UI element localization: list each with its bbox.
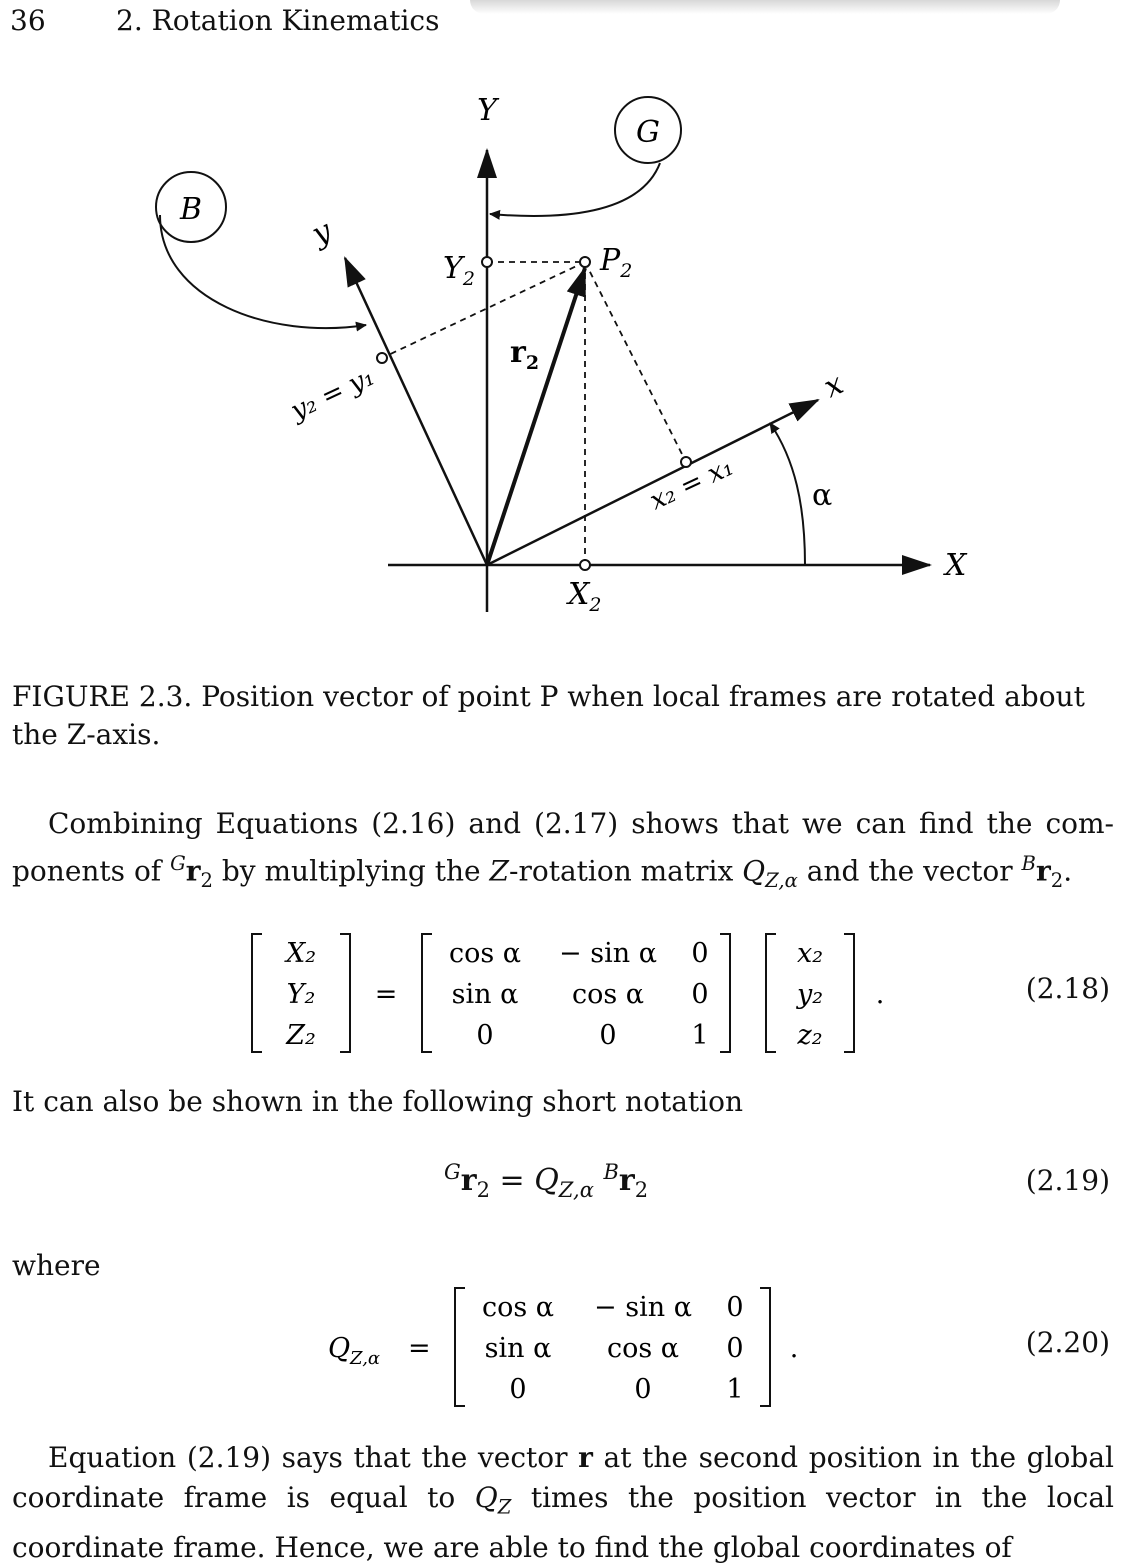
label-y2-equals-y1: y₂ = y₁ — [285, 362, 379, 427]
body-frame-badge — [155, 171, 227, 243]
eq220-m00: cos α — [482, 1292, 554, 1323]
eq220-period: . — [790, 1333, 799, 1364]
eq220-m01: − sin α — [594, 1292, 692, 1323]
equation-number-2-20: (2.20) — [1025, 1326, 1110, 1359]
projection-points — [376, 256, 692, 571]
eq218-m01: − sin α — [559, 938, 657, 969]
eq218-m21: 0 — [599, 1020, 616, 1051]
eq218-m22: 1 — [691, 1020, 708, 1051]
eq218-m10: sin α — [452, 979, 519, 1010]
eq220-Q: Q — [328, 1333, 350, 1364]
eq218-m11: cos α — [572, 979, 644, 1010]
eq218-rhs-1: y₂ — [796, 979, 823, 1010]
eq220-m21: 0 — [634, 1374, 651, 1405]
page-edge-shadow — [470, 0, 1060, 14]
equation-2-20: Q Z,α = cos α − sin α 0 sin α cos α 0 0 … — [328, 1287, 799, 1407]
local-y-axis — [343, 256, 489, 566]
equation-2-18: X₂ Y₂ Z₂ = cos α − sin α 0 sin α cos α 0… — [251, 933, 885, 1053]
label-x: x — [819, 366, 849, 405]
rotation-figure: Y X G B y x P2 Y2 X2 r2 y₂ = y₁ x₂ = x₁ … — [155, 93, 968, 616]
eq218-m02: 0 — [691, 938, 708, 969]
body-frame-arrow — [159, 214, 367, 332]
label-X: X — [943, 548, 968, 583]
eq218-rhs-2: z₂ — [796, 1020, 822, 1051]
alpha-arc — [769, 422, 806, 566]
eq218-lhs-2: Z₂ — [285, 1020, 316, 1051]
position-vector-r2 — [485, 266, 587, 566]
paragraph-3: Equation (2.19) says that the vector r a… — [12, 1441, 1114, 1564]
where-text: where — [12, 1249, 101, 1282]
eq220-m20: 0 — [509, 1374, 526, 1405]
label-X2: X2 — [566, 577, 601, 616]
label-Y: Y — [477, 93, 500, 128]
paragraph-1: Combining Equations (2.16) and (2.17) sh… — [12, 807, 1114, 892]
eq218-equals: = — [375, 979, 398, 1010]
eq218-lhs-1: Y₂ — [287, 979, 316, 1010]
eq220-m11: cos α — [607, 1333, 679, 1364]
label-r2: r2 — [510, 335, 539, 374]
label-alpha: α — [812, 478, 832, 513]
local-x-axis — [486, 398, 820, 567]
eq218-lhs-0: X₂ — [284, 938, 316, 969]
label-Y2: Y2 — [443, 251, 475, 290]
eq218-m12: 0 — [691, 979, 708, 1010]
label-P2: P2 — [599, 243, 632, 282]
eq220-m22: 1 — [726, 1374, 743, 1405]
eq220-m02: 0 — [726, 1292, 743, 1323]
label-y: y — [305, 213, 338, 253]
eq218-m20: 0 — [476, 1020, 493, 1051]
equation-number-2-19: (2.19) — [1025, 1164, 1110, 1197]
eq220-m12: 0 — [726, 1333, 743, 1364]
figure-caption: FIGURE 2.3. Position vector of point P w… — [12, 680, 1085, 751]
label-G: G — [636, 115, 660, 150]
eq218-period: . — [876, 979, 885, 1010]
running-header: 2. Rotation Kinematics — [116, 4, 440, 37]
eq220-Q-sub: Z,α — [349, 1348, 380, 1369]
eq218-m00: cos α — [449, 938, 521, 969]
global-frame-badge — [614, 96, 682, 164]
paragraph-2: It can also be shown in the following sh… — [12, 1085, 743, 1118]
eq218-rhs-0: x₂ — [797, 938, 823, 969]
global-frame-arrow — [489, 162, 661, 220]
eq220-equals: = — [408, 1333, 431, 1364]
projection-lines — [381, 261, 687, 565]
page-number: 36 — [10, 4, 46, 37]
eq220-m10: sin α — [485, 1333, 552, 1364]
equation-2-19: Gr2 = QZ,α Br2 — [444, 1160, 649, 1202]
equation-number-2-18: (2.18) — [1025, 972, 1110, 1005]
label-B: B — [179, 192, 202, 227]
